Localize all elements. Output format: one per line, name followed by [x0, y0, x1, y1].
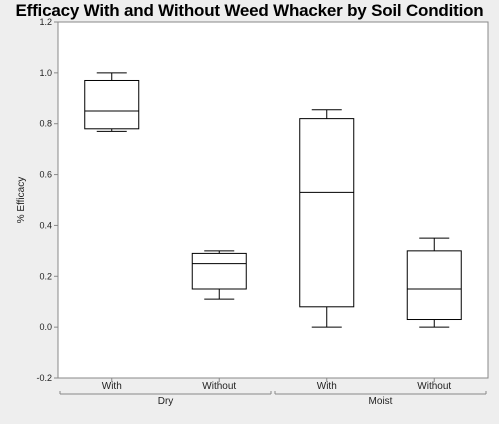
- y-axis-label: % Efficacy: [16, 177, 27, 224]
- y-tick-label: 0.2: [39, 271, 52, 281]
- y-tick-label: 0.0: [39, 322, 52, 332]
- group-label: Dry: [158, 396, 174, 407]
- y-tick-label: 1.0: [39, 68, 52, 78]
- y-tick-label: 0.4: [39, 220, 52, 230]
- group-label: Moist: [369, 396, 393, 407]
- x-category-label: Without: [202, 381, 236, 392]
- chart-title: Efficacy With and Without Weed Whacker b…: [15, 1, 484, 20]
- x-axis: With Without With Without Dry Moist: [59, 378, 487, 407]
- box-moist-with: [299, 109, 355, 328]
- box-dry-with: [84, 72, 140, 132]
- y-tick-label: 1.2: [39, 17, 52, 27]
- y-axis: -0.2 0.0 0.2 0.4 0.6 0.8 1.0 1.2: [36, 17, 58, 383]
- y-tick-label: -0.2: [36, 373, 52, 383]
- box-iqr: [299, 118, 355, 308]
- box-moist-without: [406, 237, 462, 328]
- box-dry-without: [191, 250, 247, 300]
- box-iqr: [191, 252, 247, 290]
- y-tick-label: 0.6: [39, 170, 52, 180]
- x-category-label: Without: [417, 381, 451, 392]
- x-category-label: With: [317, 381, 337, 392]
- box-iqr: [84, 79, 140, 130]
- box-iqr: [406, 250, 462, 321]
- plot-area: [57, 21, 489, 379]
- y-tick-label: 0.8: [39, 119, 52, 129]
- boxes-layer: [84, 72, 462, 328]
- x-category-label: With: [102, 381, 122, 392]
- group-bracket-moist: Moist: [274, 391, 487, 407]
- group-bracket-dry: Dry: [59, 391, 272, 407]
